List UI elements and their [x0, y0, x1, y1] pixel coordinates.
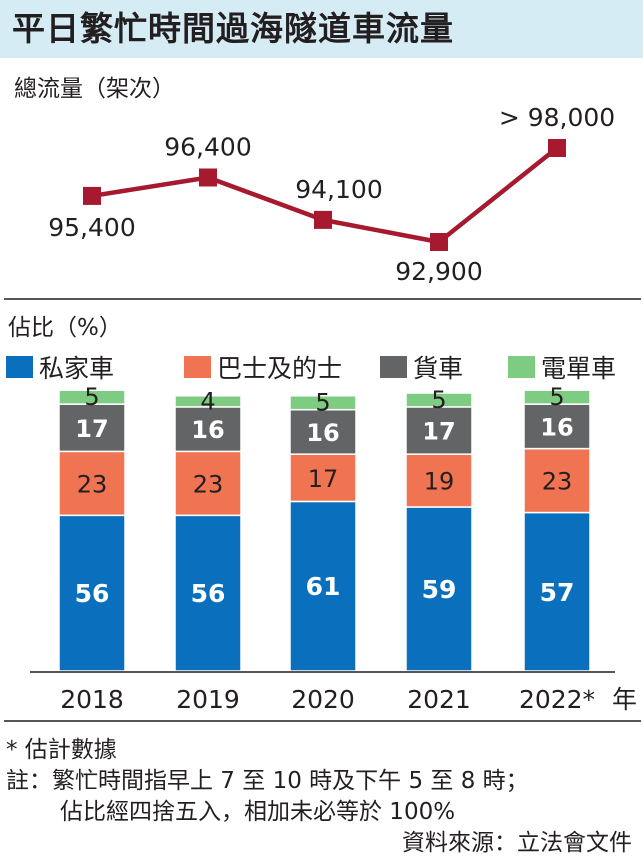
- legend-swatch-3: [380, 356, 407, 378]
- line-value-label-2019: 96,400: [164, 132, 251, 161]
- legend-swatch-4: [508, 356, 535, 378]
- line-chart-ylabel: 總流量（架次）: [14, 76, 175, 102]
- bar-segment-2019-1: [174, 514, 242, 672]
- bar-segment-2019-2: [174, 450, 242, 517]
- bar-segment-2022*-2: [523, 447, 591, 514]
- bar-value-label-2022*-1: 57: [540, 578, 575, 607]
- bar-value-label-2019-2: 23: [193, 470, 224, 498]
- bar-value-label-2021-2: 19: [424, 468, 455, 496]
- title-bar: 平日繁忙時間過海隧道車流量: [0, 0, 643, 58]
- bar-value-label-2019-1: 56: [191, 579, 226, 608]
- notes: * 估計數據 註：繁忙時間指早上 7 至 10 時及下午 5 至 8 時； 佔比…: [6, 735, 636, 859]
- bar-segment-2021-2: [405, 453, 473, 508]
- footnote-line-1: 註：繁忙時間指早上 7 至 10 時及下午 5 至 8 時；: [6, 768, 529, 794]
- stacked-bar-chart: 佔比（%）私家車 巴士及的士 貨車 電單車5623175562316461171655…: [4, 315, 641, 722]
- line-marker-2022*: [548, 139, 566, 157]
- line-marker-2018: [83, 186, 101, 205]
- source-note: 資料來源：立法會文件: [402, 830, 632, 856]
- footnote-line-2: 佔比經四捨五入，相加未必等於 100%: [60, 799, 456, 825]
- line-value-label-2018: 95,400: [48, 213, 135, 242]
- legend-label-2: 巴士及的士: [217, 354, 342, 383]
- bar-value-label-2022*-4: 5: [549, 383, 564, 411]
- legend-label-1: 私家車: [39, 354, 114, 383]
- bar-segment-2021-4: [405, 392, 473, 408]
- bar-value-label-2021-4: 5: [431, 386, 446, 414]
- bar-value-label-2020-2: 17: [308, 465, 339, 493]
- bar-segment-2020-3: [289, 408, 357, 455]
- bar-value-label-2018-2: 23: [77, 470, 108, 498]
- bar-segment-2022*-3: [523, 403, 591, 450]
- bar-segment-2021-1: [405, 506, 473, 672]
- bar-segment-2019-4: [174, 395, 242, 408]
- line-marker-2020: [314, 210, 332, 229]
- legend-swatch-2: [184, 356, 211, 378]
- x-tick-label-2021: 2021: [407, 685, 471, 714]
- bar-value-label-2020-4: 5: [315, 389, 330, 417]
- bar-value-label-2018-3: 17: [75, 415, 108, 443]
- bar-segment-2021-3: [405, 406, 473, 455]
- bar-value-label-2019-4: 4: [200, 387, 215, 415]
- bar-segment-2020-1: [289, 500, 357, 672]
- chart-title: 平日繁忙時間過海隧道車流量: [12, 9, 454, 48]
- line-value-label-2021: 92,900: [395, 257, 482, 286]
- legend-label-4: 電單車: [541, 354, 616, 383]
- estimate-note: * 估計數據: [6, 737, 117, 763]
- bar-segment-2022*-4: [523, 389, 591, 405]
- bar-value-label-2020-3: 16: [306, 419, 339, 447]
- bar-value-label-2021-3: 17: [422, 418, 455, 446]
- line-marker-2019: [199, 168, 217, 187]
- bar-value-label-2020-1: 61: [306, 572, 341, 601]
- bar-segment-2018-1: [58, 514, 126, 672]
- x-tick-label-2020: 2020: [291, 685, 355, 714]
- legend-swatch-1: [6, 356, 33, 378]
- legend-label-3: 貨車: [413, 354, 463, 383]
- bar-value-label-2018-4: 5: [84, 383, 99, 411]
- line-marker-2021: [430, 233, 448, 251]
- line-value-label-2020: 94,100: [295, 175, 382, 204]
- x-axis-unit: 年: [612, 685, 637, 714]
- bar-segment-2020-4: [289, 395, 357, 411]
- x-tick-label-2019: 2019: [176, 685, 240, 714]
- x-tick-label-2018: 2018: [60, 685, 124, 714]
- bar-value-label-2019-3: 16: [191, 416, 224, 444]
- line-chart: 總流量（架次） 95,400 96,400 94,100 92,900 > 98,000: [14, 76, 615, 286]
- line-value-label-2022*: > 98,000: [499, 103, 615, 132]
- bar-value-label-2022*-2: 23: [542, 468, 573, 496]
- bar-value-label-2018-1: 56: [75, 579, 110, 608]
- bar-segment-2018-4: [58, 389, 126, 405]
- bar-value-label-2021-1: 59: [422, 575, 457, 604]
- bar-chart-ylabel: 佔比（%）: [8, 315, 122, 341]
- bar-segment-2018-3: [58, 403, 126, 453]
- x-tick-label-2022*: 2022*: [519, 685, 595, 714]
- bar-segment-2018-2: [58, 450, 126, 517]
- bar-value-label-2022*-3: 16: [540, 413, 573, 441]
